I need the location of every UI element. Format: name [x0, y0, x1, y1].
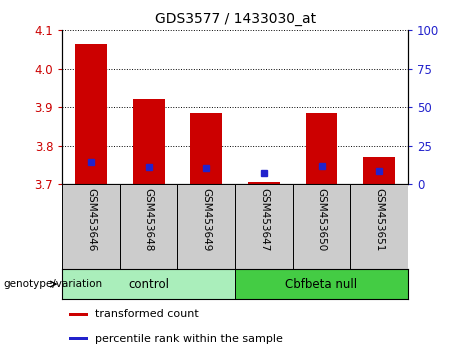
Bar [133, 99, 165, 184]
Bar [69, 313, 88, 316]
Text: transformed count: transformed count [95, 309, 199, 320]
Bar [350, 184, 408, 269]
Bar [177, 184, 235, 269]
Bar [235, 269, 408, 299]
Text: GSM453650: GSM453650 [317, 188, 326, 252]
Text: genotype/variation: genotype/variation [3, 279, 102, 289]
Bar [69, 337, 88, 340]
Text: GSM453648: GSM453648 [144, 188, 154, 252]
Text: GSM453651: GSM453651 [374, 188, 384, 252]
Bar [306, 113, 337, 184]
Text: percentile rank within the sample: percentile rank within the sample [95, 333, 283, 344]
Bar [235, 184, 293, 269]
Bar [62, 184, 120, 269]
Text: GSM453646: GSM453646 [86, 188, 96, 252]
Bar [190, 113, 222, 184]
Bar [75, 44, 107, 184]
Text: GSM453649: GSM453649 [201, 188, 211, 252]
Bar [293, 184, 350, 269]
Bar [248, 182, 280, 184]
Text: GSM453647: GSM453647 [259, 188, 269, 252]
Bar [363, 157, 395, 184]
Bar [62, 269, 235, 299]
Title: GDS3577 / 1433030_at: GDS3577 / 1433030_at [154, 12, 316, 26]
Bar [120, 184, 177, 269]
Text: control: control [128, 278, 169, 291]
Text: Cbfbeta null: Cbfbeta null [285, 278, 358, 291]
